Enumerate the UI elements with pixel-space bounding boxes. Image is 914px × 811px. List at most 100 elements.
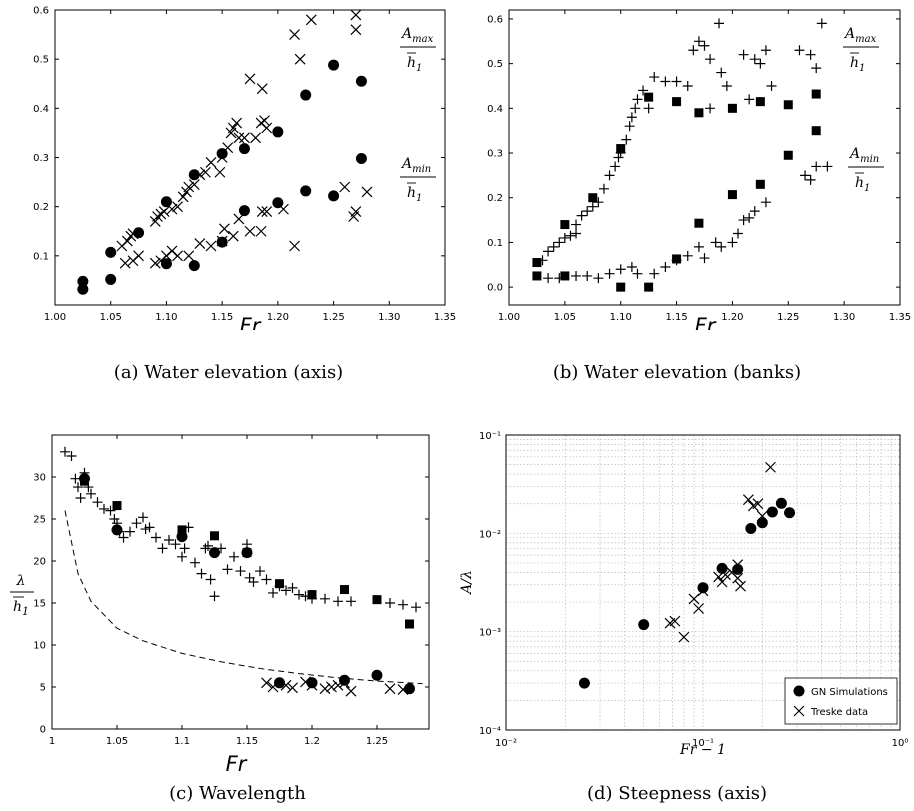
data-point-x [158, 206, 170, 218]
data-point-plus [112, 518, 122, 529]
data-point-plus [613, 152, 624, 163]
x-tick-label: 1.15 [665, 312, 687, 323]
data-point-x [693, 603, 705, 614]
y-tick-label: 0.2 [33, 202, 49, 213]
data-point-x [732, 572, 744, 584]
y-tick-label: 0.0 [487, 283, 503, 294]
data-point-dot [238, 143, 250, 155]
data-point-x [267, 681, 279, 693]
label-amax-over-h1-num-sub: max [412, 34, 433, 45]
data-point-plus [554, 237, 565, 248]
data-point-plus [183, 522, 194, 533]
data-point-plus [682, 80, 693, 91]
y-tick-label: 0.6 [487, 14, 503, 25]
label-amax-over-h1: Amax h1 [843, 26, 879, 74]
data-point-plus [593, 273, 604, 284]
data-point-plus [60, 446, 70, 457]
data-point-square [340, 585, 349, 595]
y-tick-label: 0.2 [487, 193, 503, 204]
data-point-square [694, 108, 704, 118]
data-point-x [183, 181, 195, 193]
data-point-plus [164, 535, 174, 545]
label-amin-over-h1-den-sub: 1 [864, 183, 870, 194]
data-point-plus [300, 591, 311, 602]
panel-c-wavelength: 1 1.05 1.1 1.15 1.2 1.25 0 5 10 15 20 25 30 λ h1 Fr [10, 434, 430, 776]
label-amin-over-h1-num-sub: min [860, 154, 879, 165]
data-point-plus [632, 268, 643, 279]
data-point-dot [328, 190, 340, 202]
theory-curve-dashed [64, 510, 423, 685]
data-point-square [112, 501, 122, 511]
data-point-x [735, 580, 746, 592]
data-point-plus [333, 596, 343, 607]
legend-label-treske-data: Treske data [810, 707, 868, 718]
y-axis-label-subscript: 1 [22, 605, 29, 618]
x-tick-label: 1.1 [174, 736, 190, 747]
label-amax-over-h1-den-base: h [407, 55, 416, 71]
data-point-plus [671, 76, 682, 87]
data-point-square [755, 97, 765, 107]
y-tick-label: 30 [33, 473, 46, 484]
data-point-plus [170, 539, 181, 550]
data-point-plus [543, 273, 554, 284]
data-point-dot [766, 506, 778, 518]
x-tick-label: 1.35 [889, 312, 911, 323]
data-point-plus [248, 577, 259, 587]
data-point-square [210, 531, 219, 541]
data-point-plus [643, 103, 654, 114]
data-point-x [716, 576, 728, 588]
data-point-x [205, 156, 217, 168]
data-point-x [339, 677, 350, 689]
label-amin-over-h1-numerator: Amin [848, 146, 879, 165]
data-point-plus [822, 161, 833, 172]
data-point-x [261, 206, 273, 218]
y-tick-label: 10 [33, 641, 46, 652]
label-amin-over-h1-denominator: h1 [407, 185, 422, 204]
x-axis-label: Fr [695, 314, 717, 330]
data-point-plus [693, 36, 704, 47]
data-point-x [326, 681, 337, 693]
data-point-square [672, 97, 682, 107]
data-point-dot [355, 152, 367, 164]
data-point-x [172, 201, 183, 213]
data-point-square [644, 92, 654, 102]
data-point-x [756, 510, 768, 522]
data-point-plus [196, 568, 207, 579]
y-tick-label: 10⁻¹ [479, 431, 501, 442]
data-point-plus [626, 262, 637, 273]
data-point-x [244, 73, 256, 85]
data-point-plus [721, 80, 732, 91]
y-tick-label: 15 [33, 599, 46, 610]
data-point-plus [760, 197, 771, 208]
data-point-plus [255, 566, 265, 577]
panel-b-water-elevation-banks: 1.00 1.05 1.10 1.15 1.20 1.25 1.30 1.35 0.0 0.1 0.… [487, 9, 911, 330]
data-point-dot [77, 283, 89, 295]
data-point-plus [755, 58, 766, 69]
data-point-plus [398, 599, 408, 610]
x-tick-label: 1.05 [554, 312, 576, 323]
data-point-x [361, 186, 373, 198]
data-point-dot [188, 260, 200, 272]
legend: GN Simulations Treske data [784, 677, 898, 725]
label-amax-over-h1-num-base: A [843, 26, 855, 42]
x-tick-label: 1 [49, 736, 55, 747]
data-point-plus [83, 482, 94, 493]
data-point-square [755, 179, 765, 189]
data-point-plus [744, 212, 755, 223]
data-point-plus [559, 232, 570, 243]
x-tick-label: 1.20 [267, 312, 289, 323]
data-point-plus [805, 174, 816, 185]
data-point-square [644, 282, 654, 292]
data-point-dot [238, 205, 250, 217]
data-point-plus [615, 264, 626, 275]
y-tick-label: 0.4 [487, 104, 503, 115]
legend-marker-gn-simulations [793, 685, 805, 697]
data-point-square [177, 525, 187, 535]
data-point-plus [714, 18, 725, 29]
data-point-plus [660, 262, 671, 273]
data-point-plus [716, 241, 727, 252]
data-point-dot [105, 246, 117, 258]
y-axis-label-denominator: h1 [13, 599, 29, 618]
data-point-x [214, 166, 226, 178]
data-point-dot [355, 75, 367, 87]
